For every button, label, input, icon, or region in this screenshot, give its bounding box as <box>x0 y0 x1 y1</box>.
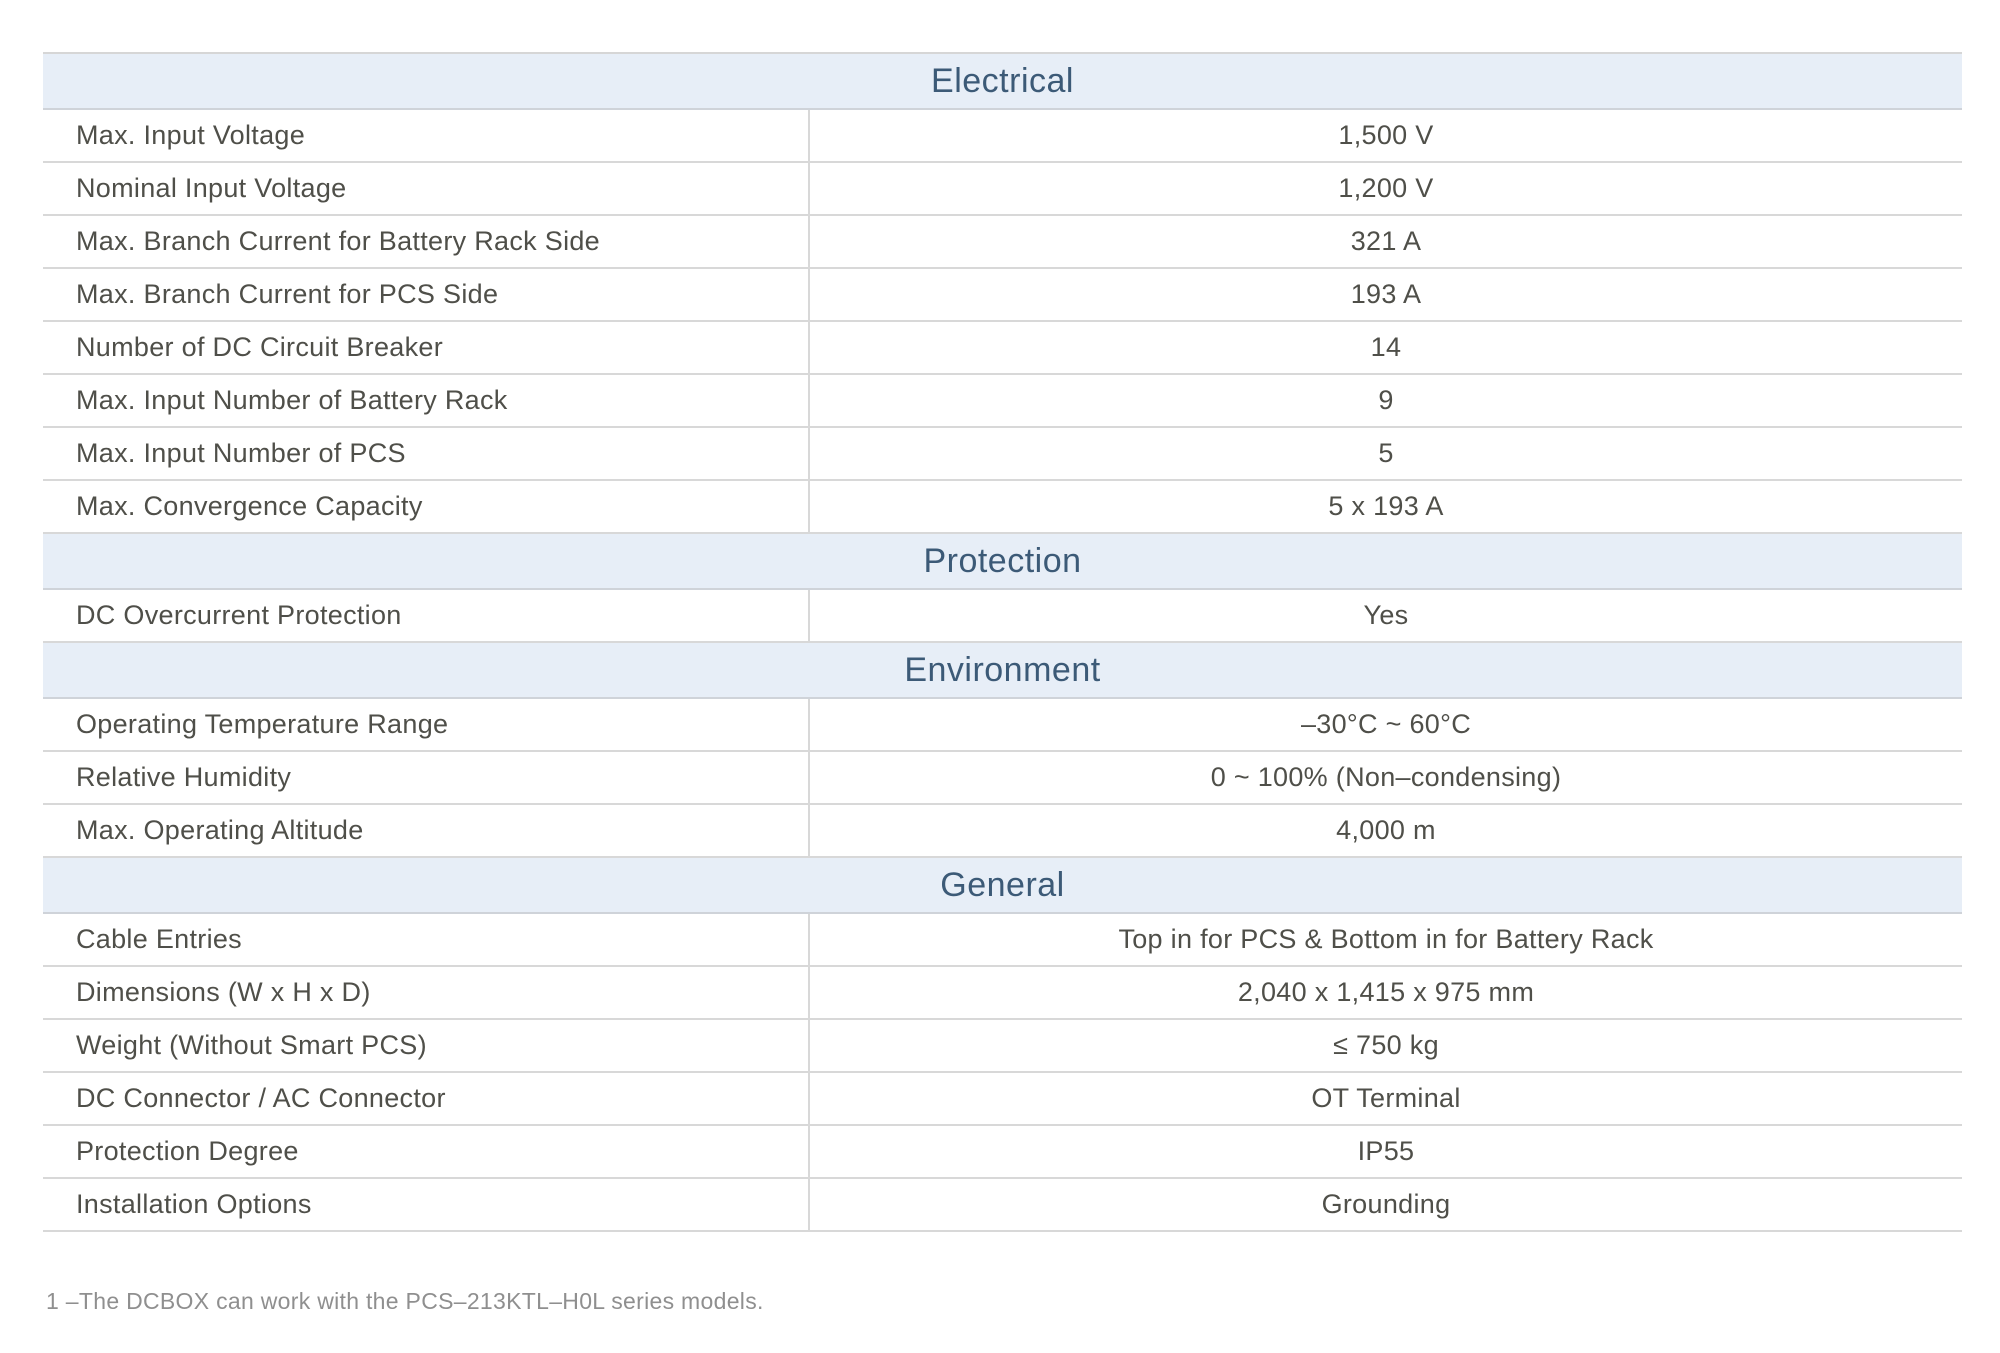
table-row: Installation Options Grounding <box>43 1179 1962 1232</box>
spec-label: Max. Convergence Capacity <box>43 481 810 532</box>
spec-value: Yes <box>1363 600 1409 630</box>
section-header-environment: Environment <box>43 643 1962 699</box>
table-row: Max. Operating Altitude 4,000 m <box>43 805 1962 858</box>
spec-label: Max. Input Number of Battery Rack <box>43 375 810 426</box>
spec-value: 1,500 V <box>1338 120 1434 150</box>
table-row: Max. Convergence Capacity 5 x 193 A <box>43 481 1962 534</box>
table-row: Operating Temperature Range –30°C ~ 60°C <box>43 699 1962 752</box>
spec-value: 9 <box>1378 385 1394 415</box>
spec-value: 193 A <box>1350 279 1422 309</box>
table-row: Weight (Without Smart PCS) ≤ 750 kg <box>43 1020 1962 1073</box>
section-title: Electrical <box>931 61 1074 100</box>
spec-value: 2,040 x 1,415 x 975 mm <box>1237 977 1535 1007</box>
spec-label: Relative Humidity <box>43 752 810 803</box>
table-row: Nominal Input Voltage 1,200 V <box>43 163 1962 216</box>
spec-value: 5 <box>1378 438 1394 468</box>
table-row: Protection Degree IP55 <box>43 1126 1962 1179</box>
section-title: Environment <box>904 650 1101 689</box>
spec-value: 5 x 193 A <box>1328 491 1444 521</box>
spec-label: Number of DC Circuit Breaker <box>43 322 810 373</box>
section-header-electrical: Electrical <box>43 54 1962 110</box>
spec-label: Weight (Without Smart PCS) <box>43 1020 810 1071</box>
table-row: Number of DC Circuit Breaker 14 <box>43 322 1962 375</box>
spec-value: Top in for PCS & Bottom in for Battery R… <box>1118 924 1654 954</box>
spec-label: Protection Degree <box>43 1126 810 1177</box>
table-row: Max. Input Voltage 1,500 V <box>43 110 1962 163</box>
footnote: 1 –The DCBOX can work with the PCS–213KT… <box>46 1288 764 1314</box>
table-row: DC Connector / AC Connector OT Terminal <box>43 1073 1962 1126</box>
spec-value: OT Terminal <box>1311 1083 1461 1113</box>
spec-label: Cable Entries <box>43 914 810 965</box>
spec-label: Nominal Input Voltage <box>43 163 810 214</box>
spec-label: Dimensions (W x H x D) <box>43 967 810 1018</box>
table-row: Max. Input Number of Battery Rack 9 <box>43 375 1962 428</box>
section-title: Protection <box>923 541 1082 580</box>
spec-label: Max. Input Number of PCS <box>43 428 810 479</box>
table-row: Cable Entries Top in for PCS & Bottom in… <box>43 914 1962 967</box>
section-title: General <box>940 865 1065 904</box>
table-row: DC Overcurrent Protection Yes <box>43 590 1962 643</box>
table-row: Max. Branch Current for PCS Side 193 A <box>43 269 1962 322</box>
spec-value: IP55 <box>1357 1136 1415 1166</box>
spec-label: Max. Operating Altitude <box>43 805 810 856</box>
spec-label: Max. Input Voltage <box>43 110 810 161</box>
section-header-general: General <box>43 858 1962 914</box>
spec-value: 1,200 V <box>1338 173 1434 203</box>
table-row: Max. Input Number of PCS 5 <box>43 428 1962 481</box>
spec-label: DC Connector / AC Connector <box>43 1073 810 1124</box>
spec-table: Electrical Max. Input Voltage 1,500 V No… <box>43 52 1962 1232</box>
spec-label: DC Overcurrent Protection <box>43 590 810 641</box>
table-row: Dimensions (W x H x D) 2,040 x 1,415 x 9… <box>43 967 1962 1020</box>
spec-value: Grounding <box>1321 1189 1451 1219</box>
spec-value: 0 ~ 100% (Non–condensing) <box>1210 762 1562 792</box>
spec-value: 14 <box>1370 332 1402 362</box>
spec-label: Operating Temperature Range <box>43 699 810 750</box>
spec-value: 321 A <box>1350 226 1422 256</box>
table-row: Relative Humidity 0 ~ 100% (Non–condensi… <box>43 752 1962 805</box>
spec-value: 4,000 m <box>1336 815 1436 845</box>
section-header-protection: Protection <box>43 534 1962 590</box>
spec-value: ≤ 750 kg <box>1333 1030 1439 1060</box>
spec-label: Max. Branch Current for PCS Side <box>43 269 810 320</box>
spec-value: –30°C ~ 60°C <box>1300 709 1472 739</box>
table-row: Max. Branch Current for Battery Rack Sid… <box>43 216 1962 269</box>
spec-label: Max. Branch Current for Battery Rack Sid… <box>43 216 810 267</box>
spec-label: Installation Options <box>43 1179 810 1230</box>
